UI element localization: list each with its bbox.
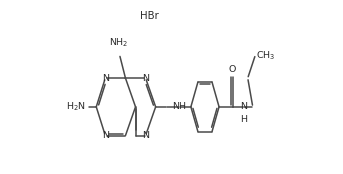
- Text: H: H: [240, 115, 247, 124]
- Text: N: N: [102, 74, 109, 83]
- Text: NH$_2$: NH$_2$: [109, 36, 128, 49]
- Text: N: N: [142, 131, 149, 140]
- Text: O: O: [229, 65, 236, 74]
- Text: CH$_3$: CH$_3$: [256, 49, 276, 61]
- Text: NH: NH: [172, 102, 186, 111]
- Text: N: N: [240, 102, 247, 111]
- Text: H$_2$N: H$_2$N: [66, 101, 86, 113]
- Text: N: N: [142, 74, 149, 83]
- Text: N: N: [102, 131, 109, 140]
- Text: HBr: HBr: [140, 11, 158, 21]
